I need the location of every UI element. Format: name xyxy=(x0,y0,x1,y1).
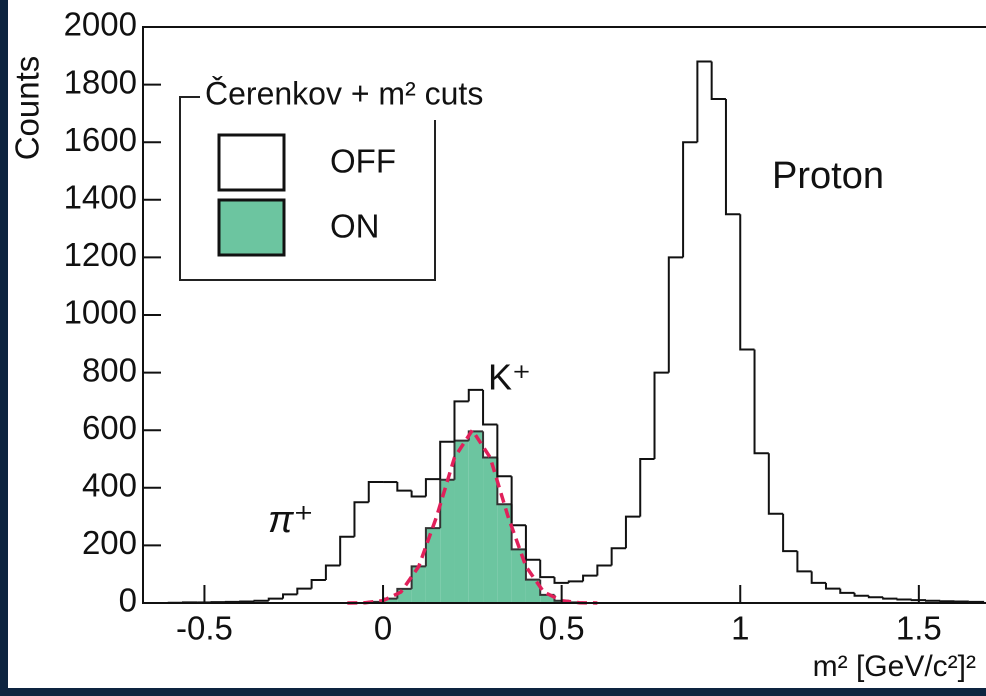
bin-outline xyxy=(253,599,269,602)
x-tick-label: 0.5 xyxy=(539,610,585,647)
y-tick-label: 1600 xyxy=(64,121,137,158)
y-tick-label: 1800 xyxy=(64,63,137,100)
bin-outline xyxy=(639,458,655,517)
x-axis-label: m² [GeV/c²]² xyxy=(813,650,976,683)
annotation: K⁺ xyxy=(488,357,531,398)
bin-outline xyxy=(853,592,869,597)
bar xyxy=(383,598,398,603)
y-tick-label: 200 xyxy=(82,524,137,561)
bin-outline xyxy=(396,482,412,492)
bin-outline xyxy=(839,588,855,594)
bin-outline xyxy=(367,481,384,503)
legend-items: OFF ON xyxy=(217,133,396,257)
bin-outline xyxy=(439,440,455,480)
bin-outline xyxy=(696,60,712,143)
legend-frame xyxy=(179,96,436,281)
bin-outline xyxy=(467,388,484,402)
legend-swatch xyxy=(217,198,286,257)
y-tick-label: 400 xyxy=(82,467,137,504)
bin-outline xyxy=(939,600,955,603)
x-tick-label: 0 xyxy=(374,610,392,647)
bin-outline xyxy=(410,565,426,589)
bin-outline xyxy=(496,424,512,478)
legend-label: OFF xyxy=(330,143,396,180)
bar xyxy=(511,549,526,603)
bin-outline xyxy=(753,349,769,455)
y-tick-label: 600 xyxy=(82,409,137,446)
bin-outline xyxy=(782,513,798,553)
bin-outline xyxy=(424,527,441,567)
bar xyxy=(497,504,512,603)
bin-outline xyxy=(424,478,441,497)
bin-outline xyxy=(624,515,641,549)
bin-outline xyxy=(796,551,812,573)
bin-outline xyxy=(553,577,569,584)
x-tick-label: -0.5 xyxy=(176,610,233,647)
bin-outline xyxy=(582,574,598,582)
legend xyxy=(179,96,436,281)
bin-outline xyxy=(524,525,541,561)
bin-outline xyxy=(667,256,684,373)
legend-swatch xyxy=(217,133,286,192)
bin-outline xyxy=(482,431,498,459)
bin-outline xyxy=(739,214,755,351)
bin-outline xyxy=(482,389,498,426)
bin-outline xyxy=(924,599,941,602)
bin-outline xyxy=(767,453,784,515)
fit-curve xyxy=(347,426,598,605)
y-tick-label: 2000 xyxy=(64,6,137,43)
bin-outline xyxy=(539,559,555,579)
bar xyxy=(483,457,498,603)
y-tick-label: 0 xyxy=(119,582,137,619)
x-tick-label: 1.5 xyxy=(896,610,942,647)
bin-outline xyxy=(282,593,298,599)
bar xyxy=(525,579,541,603)
bin-outline xyxy=(653,371,669,459)
bar xyxy=(540,594,555,603)
bin-outline xyxy=(610,547,626,566)
bin-outline xyxy=(310,578,326,589)
annotation: π⁺ xyxy=(268,499,314,541)
y-axis-label: Counts xyxy=(9,56,46,161)
plot: 0 200 400 600 800 1000 1200 1400 1600 1800 2000 -0.… xyxy=(64,6,986,647)
bin-outline xyxy=(682,141,698,258)
bin-outline xyxy=(453,400,469,442)
bar xyxy=(425,528,441,603)
bar xyxy=(411,566,426,603)
y-tick-label: 1000 xyxy=(64,294,137,331)
bin-outline xyxy=(710,61,726,100)
legend-label: ON xyxy=(330,208,380,245)
y-tick-label: 1200 xyxy=(64,236,137,273)
bin-outline xyxy=(410,490,426,498)
x-tick-label: 1 xyxy=(731,610,749,647)
bar xyxy=(440,479,455,603)
bin-outline xyxy=(867,595,884,599)
bar xyxy=(454,440,469,603)
bin-outline xyxy=(724,99,741,216)
bin-outline xyxy=(567,580,584,583)
bin-outline xyxy=(810,571,826,584)
bin-outline xyxy=(882,597,898,600)
y-tick-label: 800 xyxy=(82,351,137,388)
bin-outline xyxy=(324,564,341,580)
annotation: Proton xyxy=(772,155,884,197)
bin-outline xyxy=(267,597,284,601)
bin-outline xyxy=(339,535,355,566)
bin-outline xyxy=(910,599,926,602)
legend-title: Čerenkov + m² cuts xyxy=(205,75,483,111)
bar xyxy=(468,431,484,603)
bin-outline xyxy=(896,598,912,601)
bin-outline xyxy=(824,582,841,590)
bin-outline xyxy=(353,501,369,537)
y-tick-label: 1400 xyxy=(64,179,137,216)
bin-outline xyxy=(596,564,612,576)
bin-outline xyxy=(296,587,312,595)
